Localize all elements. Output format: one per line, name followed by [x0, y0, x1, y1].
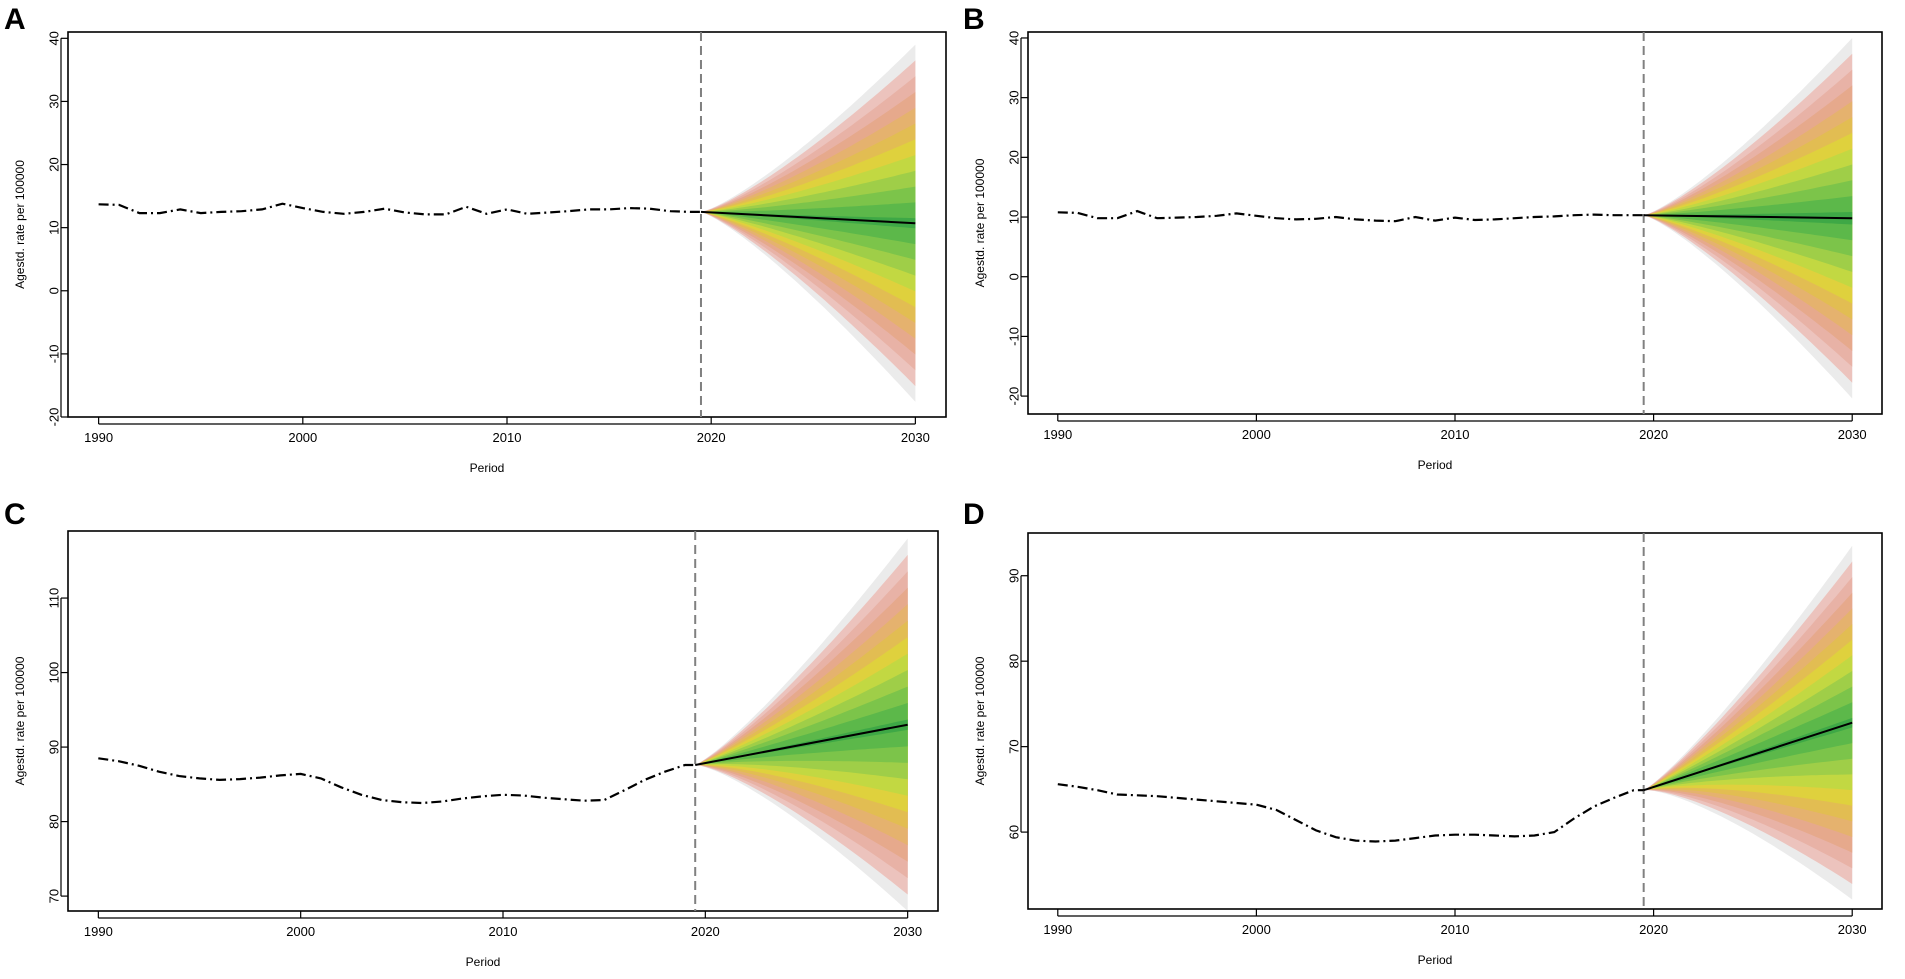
y-tick-label-a-6: 40 — [46, 31, 61, 45]
history-series-d — [1057, 783, 1644, 843]
x-tick-label-b-2000: 2000 — [1242, 427, 1271, 442]
fan-band-a-11 — [701, 202, 916, 245]
y-tick-label-a-3: 10 — [46, 220, 61, 234]
y-tick-label-c-0: 70 — [46, 889, 61, 903]
y-tick-label-a-5: 30 — [46, 94, 61, 108]
forecast-series-a — [700, 210, 916, 225]
x-tick-label-c-1990: 1990 — [84, 924, 113, 939]
y-tick-label-b-0: -20 — [1006, 387, 1021, 406]
y-tick-label-d-0: 60 — [1006, 825, 1021, 839]
y-tick-label-b-3: 10 — [1006, 210, 1021, 224]
x-tick-label-c-2030: 2030 — [893, 924, 922, 939]
panel-letter-d: D — [963, 498, 985, 531]
y-tick-label-a-1: -10 — [46, 344, 61, 363]
x-tick-label-d-2020: 2020 — [1639, 922, 1668, 937]
y-tick-label-b-2: 0 — [1006, 273, 1021, 280]
y-axis-title-d: Agestd. rate per 100000 — [973, 656, 987, 785]
y-tick-label-b-1: -10 — [1006, 327, 1021, 346]
y-tick-label-c-4: 110 — [46, 588, 61, 609]
y-tick-label-b-6: 40 — [1006, 31, 1021, 45]
x-tick-label-d-1990: 1990 — [1043, 922, 1072, 937]
x-tick-label-b-1990: 1990 — [1043, 427, 1072, 442]
x-tick-label-b-2030: 2030 — [1838, 427, 1867, 442]
x-tick-label-a-2000: 2000 — [288, 430, 317, 445]
y-tick-label-d-2: 80 — [1006, 654, 1021, 668]
x-axis-title-a: Period — [470, 461, 505, 475]
y-tick-label-d-3: 90 — [1006, 568, 1021, 582]
x-axis-title-c: Period — [466, 955, 501, 969]
y-axis-title-b: Agestd. rate per 100000 — [973, 158, 987, 287]
x-tick-label-c-2010: 2010 — [489, 924, 518, 939]
x-axis-title-d: Period — [1418, 953, 1453, 967]
panel-c: C 1990 2000 2010 2020 2030 70 80 90 100 110 Period… — [4, 498, 939, 969]
x-tick-label-d-2000: 2000 — [1242, 922, 1271, 937]
x-axis-title-b: Period — [1418, 458, 1453, 472]
x-tick-label-d-2030: 2030 — [1838, 922, 1867, 937]
forecast-series-b — [1643, 214, 1853, 220]
history-series-c — [98, 757, 696, 805]
panel-letter-c: C — [4, 498, 26, 531]
panel-d: D 1990 2000 2010 2020 2030 60 70 80 90 Period Ages… — [963, 498, 1883, 967]
panel-letter-b: B — [963, 3, 985, 36]
y-tick-label-b-5: 30 — [1006, 90, 1021, 104]
x-tick-label-a-2030: 2030 — [901, 430, 930, 445]
fan-band-d-11 — [1643, 702, 1853, 791]
y-tick-label-a-0: -20 — [46, 408, 61, 427]
y-axis-title-a: Agestd. rate per 100000 — [13, 160, 27, 289]
y-tick-label-a-2: 0 — [46, 287, 61, 294]
x-tick-label-a-1990: 1990 — [84, 430, 113, 445]
x-tick-label-a-2020: 2020 — [697, 430, 726, 445]
y-tick-label-a-4: 20 — [46, 157, 61, 171]
y-axis-title-c: Agestd. rate per 100000 — [13, 656, 27, 785]
panel-b: B 1990 2000 2010 2020 2030-20-10010203040Per… — [963, 3, 1883, 472]
fan-band-d-10 — [1643, 686, 1853, 791]
y-tick-label-c-1: 80 — [46, 814, 61, 828]
y-tick-label-d-1: 70 — [1006, 739, 1021, 753]
y-tick-label-c-3: 100 — [46, 662, 61, 684]
x-tick-label-b-2020: 2020 — [1639, 427, 1668, 442]
history-series-a — [98, 202, 701, 216]
forecast-series-c — [695, 723, 908, 766]
x-tick-label-c-2000: 2000 — [286, 924, 315, 939]
y-tick-label-b-4: 20 — [1006, 150, 1021, 164]
x-tick-label-a-2010: 2010 — [493, 430, 522, 445]
x-tick-label-b-2010: 2010 — [1441, 427, 1470, 442]
y-tick-label-c-2: 90 — [46, 740, 61, 754]
x-tick-label-c-2020: 2020 — [691, 924, 720, 939]
forecast-series-d — [1643, 721, 1853, 792]
x-tick-label-d-2010: 2010 — [1441, 922, 1470, 937]
panel-a: A 1990 2000 2010 2020 2030-20-10010203040Per… — [4, 3, 947, 475]
history-series-b — [1057, 209, 1644, 223]
panel-letter-a: A — [4, 3, 26, 36]
fan-band-c-11 — [695, 703, 908, 765]
